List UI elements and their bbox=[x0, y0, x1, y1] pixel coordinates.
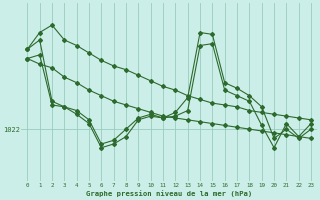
X-axis label: Graphe pression niveau de la mer (hPa): Graphe pression niveau de la mer (hPa) bbox=[86, 190, 252, 197]
